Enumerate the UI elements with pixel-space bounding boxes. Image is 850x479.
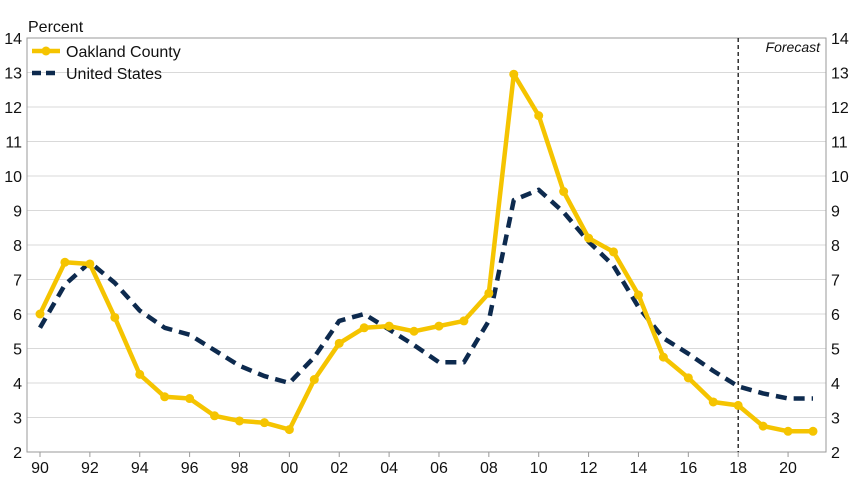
oakland-point-2020	[783, 426, 793, 436]
plot-frame	[26, 37, 827, 453]
oakland-point-2006	[434, 321, 444, 331]
oakland-point-1992	[85, 259, 95, 269]
x-tick-04: 04	[380, 460, 398, 477]
oakland-point-2018	[733, 400, 743, 410]
y-tick-right-5: 5	[831, 342, 840, 359]
oakland-point-1998	[234, 416, 244, 426]
oakland-point-2014	[633, 290, 643, 300]
oakland-point-2019	[758, 421, 768, 431]
oakland-point-2017	[708, 397, 718, 407]
oakland-point-1994	[135, 369, 145, 379]
y-tick-left-11: 11	[5, 135, 22, 152]
oakland-point-2002	[334, 338, 344, 348]
x-tick-12: 12	[580, 460, 598, 477]
y-tick-right-7: 7	[831, 273, 840, 290]
oakland-point-2016	[683, 373, 693, 383]
y-tick-right-4: 4	[831, 376, 840, 393]
y-tick-left-9: 9	[13, 204, 22, 221]
forecast-annotation: Forecast	[766, 39, 822, 55]
x-tick-20: 20	[779, 460, 797, 477]
legend-marker-oakland-county	[41, 46, 51, 56]
oakland-point-2009	[509, 69, 519, 79]
oakland-point-1999	[259, 418, 269, 428]
legend: Oakland County United States	[32, 44, 181, 83]
y-tick-left-6: 6	[13, 307, 22, 324]
y-tick-right-13: 13	[831, 66, 849, 83]
y-tick-left-12: 12	[4, 100, 22, 117]
y-tick-left-2: 2	[13, 445, 22, 462]
series-line-oakland-county	[37, 71, 813, 434]
oakland-point-2012	[584, 233, 594, 243]
x-tick-92: 92	[81, 460, 99, 477]
x-tick-16: 16	[679, 460, 697, 477]
y-tick-right-3: 3	[831, 411, 840, 428]
oakland-point-2011	[559, 187, 569, 197]
y-axis-label: Percent	[28, 19, 84, 36]
x-tick-96: 96	[181, 460, 199, 477]
oakland-point-2003	[359, 323, 369, 333]
oakland-point-2005	[409, 326, 419, 336]
y-axis-right-ticks: 2 3 4 5 6 7 8 9 10 11 12 13 14	[831, 31, 849, 462]
oakland-point-1993	[110, 312, 120, 322]
oakland-point-2001	[309, 375, 319, 385]
axes	[26, 37, 827, 453]
x-tick-90: 90	[31, 460, 49, 477]
y-tick-left-7: 7	[13, 273, 22, 290]
x-tick-02: 02	[330, 460, 348, 477]
y-tick-right-10: 10	[831, 169, 849, 186]
legend-label-united-states: United States	[66, 66, 162, 83]
x-tick-14: 14	[630, 460, 648, 477]
x-tick-00: 00	[280, 460, 298, 477]
y-axis-left-ticks: 2 3 4 5 6 7 8 9 10 11 12 13 14	[4, 31, 22, 462]
y-tick-right-14: 14	[831, 31, 849, 48]
y-tick-right-6: 6	[831, 307, 840, 324]
oakland-point-1996	[185, 394, 195, 404]
y-tick-left-10: 10	[4, 169, 22, 186]
y-tick-right-11: 11	[831, 135, 848, 152]
series-layer	[35, 69, 818, 436]
series-line-united-states	[38, 187, 813, 401]
oakland-point-2013	[609, 247, 619, 257]
oakland-point-2004	[384, 321, 394, 331]
x-tick-94: 94	[131, 460, 149, 477]
y-tick-left-4: 4	[13, 376, 22, 393]
grid	[27, 37, 826, 453]
oakland-point-2015	[658, 352, 668, 362]
oakland-point-1990	[35, 309, 45, 319]
y-tick-left-13: 13	[4, 66, 22, 83]
x-tick-08: 08	[480, 460, 498, 477]
oakland-point-2007	[459, 316, 469, 326]
oakland-point-2021	[808, 426, 818, 436]
y-tick-right-9: 9	[831, 204, 840, 221]
oakland-point-2010	[534, 111, 544, 121]
x-tick-10: 10	[530, 460, 548, 477]
y-tick-left-3: 3	[13, 411, 22, 428]
oakland-point-1997	[210, 411, 220, 421]
oakland-point-1995	[160, 392, 170, 402]
y-tick-right-8: 8	[831, 238, 840, 255]
oakland-point-2000	[284, 425, 294, 435]
x-tick-98: 98	[231, 460, 249, 477]
oakland-point-2008	[484, 288, 494, 298]
x-tick-18: 18	[729, 460, 747, 477]
y-tick-right-2: 2	[831, 445, 840, 462]
legend-label-oakland-county: Oakland County	[66, 44, 181, 61]
y-tick-left-8: 8	[13, 238, 22, 255]
x-tick-06: 06	[430, 460, 448, 477]
y-tick-left-14: 14	[4, 31, 22, 48]
oakland-point-1991	[60, 257, 70, 267]
y-tick-right-12: 12	[831, 100, 849, 117]
x-axis-ticks: 90 92 94 96 98 00 02 04 06 08 10 12 14 16 18 20	[31, 452, 797, 477]
y-tick-left-5: 5	[13, 342, 22, 359]
